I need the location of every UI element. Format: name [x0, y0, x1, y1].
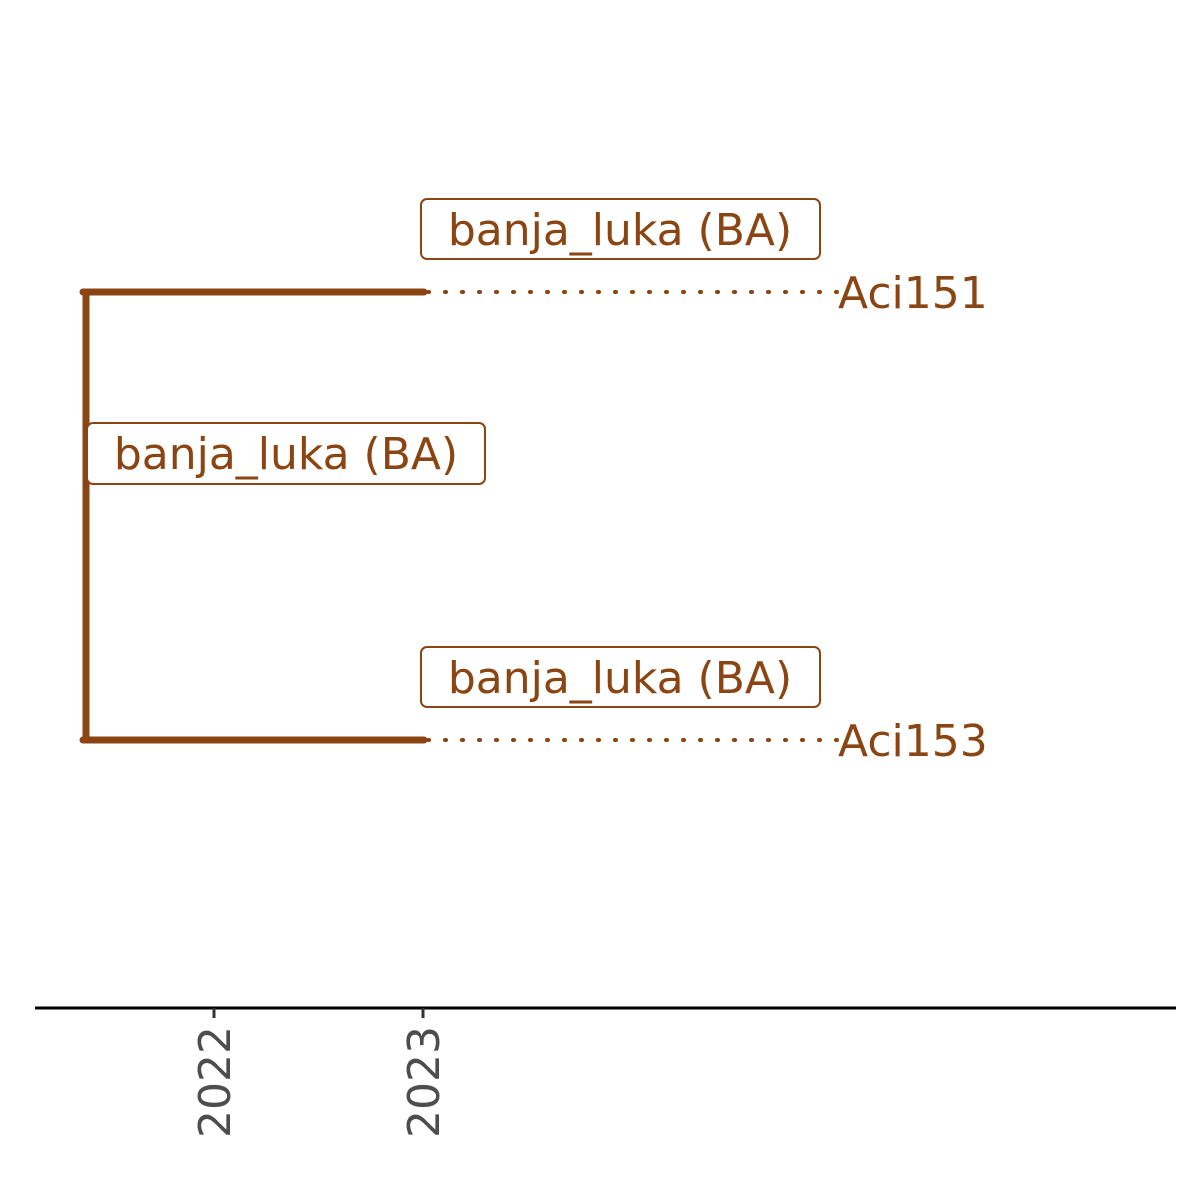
x-tick-label-2023: 2023 [399, 1026, 450, 1138]
location-label-aci151: banja_luka (BA) [420, 198, 821, 260]
x-tick-label-2022: 2022 [190, 1026, 241, 1138]
tree-branches [79, 288, 428, 744]
tip-connectors [426, 290, 840, 742]
location-label-root: banja_luka (BA) [86, 422, 486, 485]
location-label-aci153: banja_luka (BA) [420, 646, 821, 708]
tip-label-aci153: Aci153 [838, 716, 988, 767]
location-text-aci153: banja_luka (BA) [448, 653, 792, 704]
location-text-aci151: banja_luka (BA) [448, 205, 792, 256]
x-axis: 2022 2023 [35, 1006, 1176, 1138]
tip-label-aci151: Aci151 [838, 268, 988, 319]
location-text-root: banja_luka (BA) [114, 429, 458, 480]
